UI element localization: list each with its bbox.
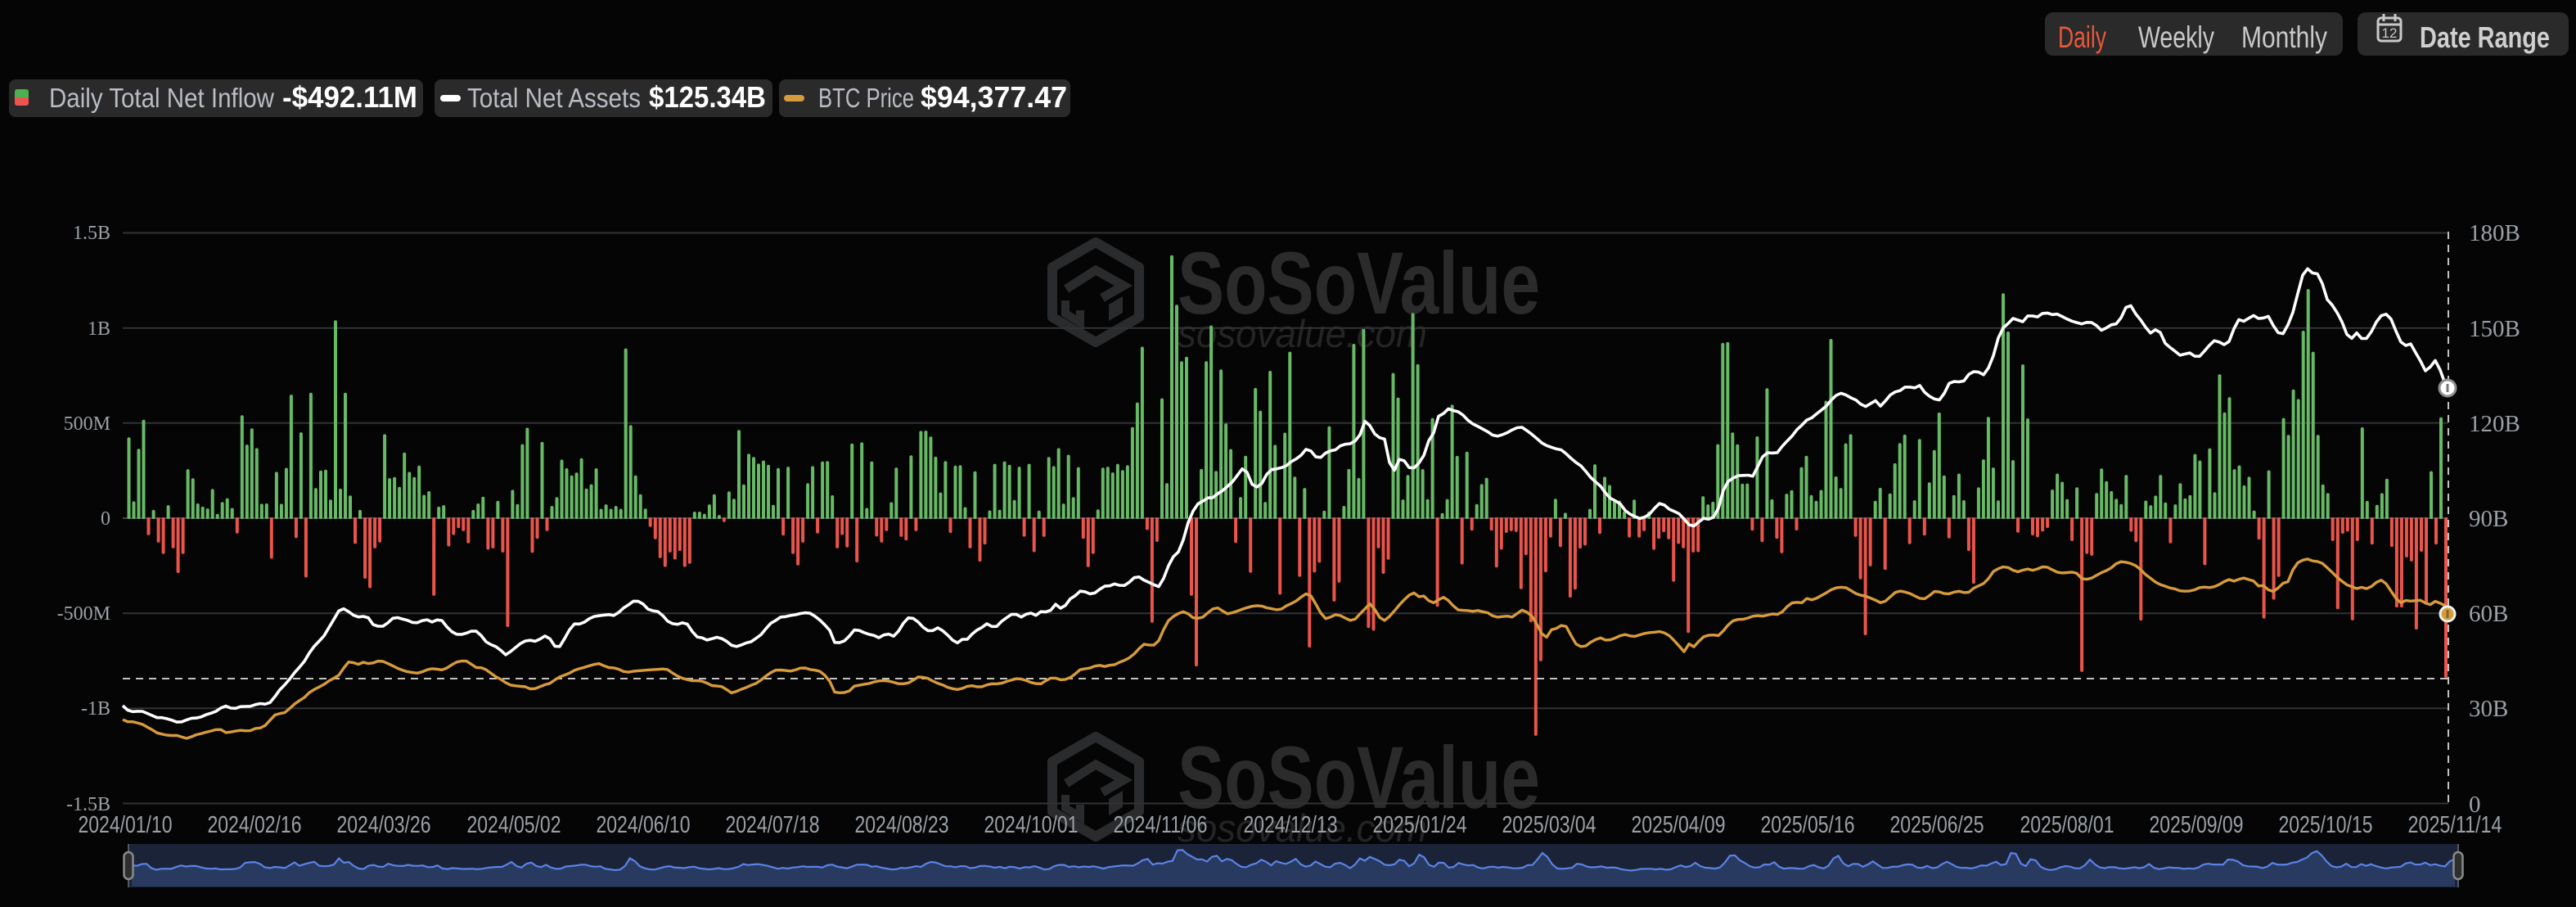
svg-text:-1.5B: -1.5B xyxy=(66,794,110,815)
svg-text:2024/02/16: 2024/02/16 xyxy=(208,812,302,838)
svg-text:Weekly: Weekly xyxy=(2138,20,2214,54)
svg-text:Daily Total Net Inflow: Daily Total Net Inflow xyxy=(49,83,274,113)
svg-text:Daily: Daily xyxy=(2058,20,2106,54)
svg-text:30B: 30B xyxy=(2469,696,2508,722)
svg-text:SoSoValue: SoSoValue xyxy=(1178,233,1540,332)
svg-text:12: 12 xyxy=(2382,25,2398,41)
svg-text:2024/10/01: 2024/10/01 xyxy=(984,812,1079,838)
svg-text:2024/12/13: 2024/12/13 xyxy=(1244,812,1338,838)
svg-text:2025/08/01: 2025/08/01 xyxy=(2020,812,2114,838)
svg-text:2025/09/09: 2025/09/09 xyxy=(2150,812,2244,838)
svg-text:sosovalue.com: sosovalue.com xyxy=(1178,312,1427,355)
svg-text:150B: 150B xyxy=(2469,316,2520,342)
svg-text:90B: 90B xyxy=(2469,506,2508,532)
svg-text:-1B: -1B xyxy=(81,698,110,720)
svg-text:2024/03/26: 2024/03/26 xyxy=(337,812,431,838)
svg-text:Monthly: Monthly xyxy=(2241,20,2327,54)
svg-text:180B: 180B xyxy=(2469,220,2520,246)
svg-text:BTC Price: BTC Price xyxy=(818,83,914,113)
svg-text:Date Range: Date Range xyxy=(2420,20,2550,54)
svg-text:2024/05/02: 2024/05/02 xyxy=(467,812,561,838)
svg-text:$125.34B: $125.34B xyxy=(649,80,766,114)
svg-text:60B: 60B xyxy=(2469,601,2508,627)
svg-text:2025/05/16: 2025/05/16 xyxy=(1761,812,1855,838)
svg-text:2025/03/04: 2025/03/04 xyxy=(1502,812,1596,838)
svg-text:2025/11/14: 2025/11/14 xyxy=(2408,812,2502,838)
svg-text:1B: 1B xyxy=(88,318,110,340)
svg-text:$94,377.47: $94,377.47 xyxy=(921,80,1067,114)
svg-text:SoSoValue: SoSoValue xyxy=(1178,728,1540,827)
svg-text:2024/08/23: 2024/08/23 xyxy=(855,812,949,838)
svg-text:2025/04/09: 2025/04/09 xyxy=(1632,812,1726,838)
svg-text:2025/06/25: 2025/06/25 xyxy=(1890,812,1984,838)
svg-text:2024/01/10: 2024/01/10 xyxy=(79,812,173,838)
svg-text:120B: 120B xyxy=(2469,411,2520,437)
svg-text:0: 0 xyxy=(2469,792,2481,818)
svg-text:2025/10/15: 2025/10/15 xyxy=(2279,812,2373,838)
svg-text:2024/07/18: 2024/07/18 xyxy=(726,812,820,838)
svg-text:2025/01/24: 2025/01/24 xyxy=(1373,812,1467,838)
svg-text:2024/06/10: 2024/06/10 xyxy=(597,812,691,838)
svg-text:2024/11/06: 2024/11/06 xyxy=(1114,812,1208,838)
svg-text:-500M: -500M xyxy=(57,603,110,625)
svg-text:-$492.11M: -$492.11M xyxy=(282,80,417,114)
svg-text:sosovalue.com: sosovalue.com xyxy=(1178,806,1427,850)
svg-text:0: 0 xyxy=(101,508,110,530)
svg-text:Total Net Assets: Total Net Assets xyxy=(467,83,641,113)
svg-text:500M: 500M xyxy=(64,413,110,435)
svg-text:1.5B: 1.5B xyxy=(73,223,110,244)
